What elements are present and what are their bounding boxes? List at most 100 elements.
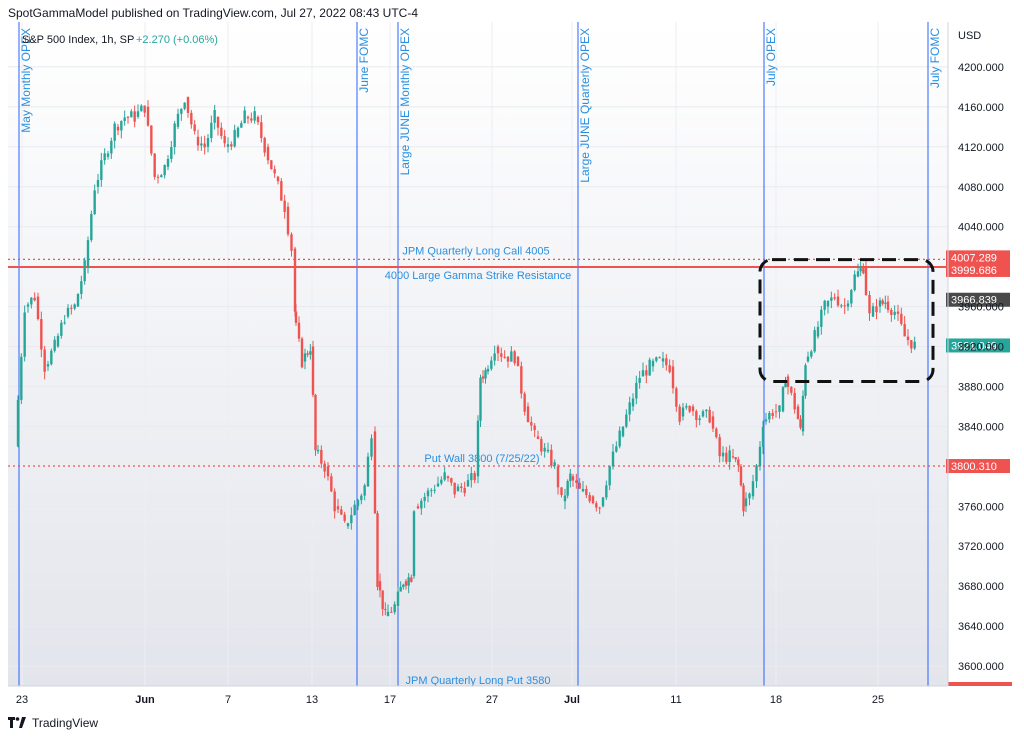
candle-up <box>628 402 631 415</box>
candle-up <box>456 486 460 492</box>
time-tick-label: 11 <box>670 694 681 706</box>
level-label: JPM Quarterly Long Call 4005 <box>402 245 549 257</box>
candle-up <box>433 489 436 491</box>
candle-down <box>725 452 728 462</box>
candle-down <box>453 482 456 495</box>
candle-down <box>376 513 379 587</box>
level-tag-bar <box>948 682 1012 686</box>
candle-up <box>240 123 243 128</box>
candle-up <box>123 117 126 122</box>
level-label: JPM Quarterly Long Put 3580 <box>406 675 551 687</box>
candle-up <box>878 300 882 307</box>
price-tick-label: 3960.000 <box>958 302 1004 314</box>
candle-down <box>896 311 900 314</box>
candle-down <box>280 181 283 201</box>
candle-up <box>884 302 887 304</box>
candle-up <box>436 483 440 487</box>
price-tick-label: 3840.000 <box>958 421 1004 433</box>
candle-down <box>688 406 691 412</box>
highlight-box <box>758 258 935 383</box>
candle-up <box>396 591 400 607</box>
candle-up <box>23 312 26 357</box>
candle-up <box>426 490 430 497</box>
candle-up <box>407 577 410 586</box>
candle-down <box>843 305 846 307</box>
candle-up <box>761 427 765 447</box>
candle-up <box>353 504 356 516</box>
candle-down <box>739 466 743 486</box>
candle-down <box>481 376 485 379</box>
candle-down <box>678 406 681 422</box>
candle-down <box>536 436 540 440</box>
candle-down <box>203 143 206 148</box>
event-label: Large JUNE Quarterly OPEX <box>578 28 592 183</box>
candle-up <box>233 129 236 147</box>
candle-up <box>420 500 423 509</box>
candle-down <box>196 136 200 146</box>
candle-up <box>370 438 373 457</box>
candle-down <box>910 340 913 349</box>
candle-down <box>460 486 463 489</box>
candle-down <box>384 609 387 611</box>
candle-up <box>386 611 390 617</box>
time-tick-label: Jun <box>135 694 155 706</box>
level-tag <box>946 250 1010 265</box>
candle-down <box>381 590 384 610</box>
candle-up <box>813 330 816 352</box>
candle-down <box>715 428 718 438</box>
candle-up <box>206 138 210 147</box>
candle-down <box>410 577 413 582</box>
candle-down <box>260 122 263 138</box>
candle-down <box>156 176 160 178</box>
candle-up <box>316 449 320 452</box>
candle-down <box>588 495 591 502</box>
candle-up <box>200 143 203 146</box>
candle-up <box>784 383 787 388</box>
time-tick-label: 23 <box>16 694 28 706</box>
candle-down <box>340 509 343 515</box>
candle-up <box>655 357 658 361</box>
price-tag-label: 3921.049 <box>951 340 997 352</box>
candle-up <box>484 370 487 379</box>
candle-down <box>742 485 745 512</box>
candle-up <box>110 140 113 154</box>
candle-down <box>695 411 698 421</box>
candle-up <box>226 144 230 147</box>
candle-up <box>180 108 183 114</box>
candle-down <box>575 480 578 483</box>
candle-down <box>150 125 153 154</box>
time-tick-label: 18 <box>770 694 782 706</box>
candle-up <box>823 300 826 310</box>
candle-down <box>671 366 675 389</box>
candle-up <box>755 465 758 482</box>
candle-down <box>290 234 293 251</box>
candle-down <box>446 476 450 479</box>
candle-up <box>253 111 256 121</box>
candle-down <box>540 439 543 452</box>
candle-up <box>510 351 513 362</box>
time-tick-label: 27 <box>486 694 498 706</box>
price-tick-label: 3880.000 <box>958 381 1004 393</box>
candle-down <box>216 116 220 128</box>
candle-down <box>900 313 903 324</box>
candle-up <box>470 473 473 481</box>
candle-down <box>516 356 520 367</box>
candle-up <box>830 297 833 301</box>
level-label: Put Wall 3800 (7/25/22) <box>424 453 539 465</box>
candle-up <box>563 495 567 502</box>
candle-down <box>881 300 884 304</box>
candle-up <box>698 418 701 421</box>
candle-up <box>103 153 106 161</box>
candle-up <box>402 584 405 587</box>
candle-down <box>520 366 523 394</box>
candle-down <box>193 124 196 132</box>
candle-up <box>66 307 70 317</box>
price-axis: 4200.000 4160.000 4120.000 4080.000 4040.000… <box>947 22 1004 686</box>
candle-up <box>701 411 705 417</box>
candle-up <box>393 604 396 613</box>
candle-up <box>100 160 103 180</box>
currency-label: USD <box>958 30 981 42</box>
candle-down <box>320 449 323 464</box>
candle-up <box>631 398 635 407</box>
